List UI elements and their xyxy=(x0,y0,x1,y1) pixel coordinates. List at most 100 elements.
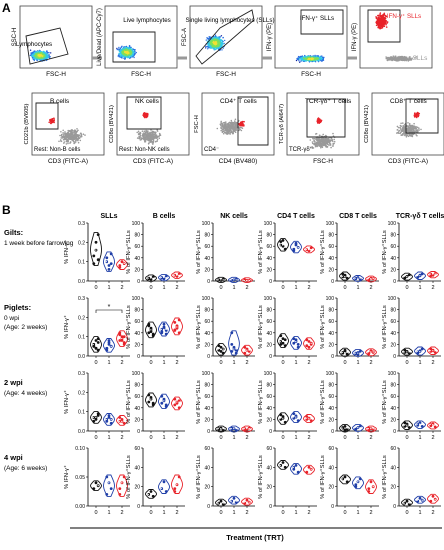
event-dot xyxy=(214,39,216,42)
x-axis-label: FSC-H xyxy=(301,71,321,78)
event-dot xyxy=(315,141,318,144)
event-dot xyxy=(229,130,232,132)
gate-label: Single living lymphocytes (SLLs) xyxy=(185,17,274,24)
event-dot xyxy=(213,38,216,40)
event-dot xyxy=(136,131,138,134)
event-dot xyxy=(322,144,325,147)
event-dot xyxy=(408,57,410,60)
event-dot xyxy=(50,52,52,54)
population-label: TCR-γδ⁻ xyxy=(289,147,313,153)
event-dot xyxy=(329,142,331,145)
gate-outline xyxy=(25,27,69,65)
event-dot xyxy=(218,38,221,40)
event-dot xyxy=(332,142,335,145)
event-dot xyxy=(154,131,156,134)
event-dot xyxy=(154,140,157,143)
event-dot xyxy=(143,136,146,138)
event-dot xyxy=(69,142,71,144)
event-dot xyxy=(377,17,380,20)
event-dot xyxy=(60,133,63,136)
gate-label: Lymphocytes xyxy=(16,41,52,48)
event-dot xyxy=(238,128,241,131)
event-dot xyxy=(35,54,38,57)
event-dot xyxy=(76,135,79,138)
event-dot xyxy=(36,51,38,53)
event-dot xyxy=(84,134,86,136)
event-dot xyxy=(320,142,323,145)
event-dot xyxy=(379,17,381,20)
event-dot xyxy=(233,129,236,132)
event-dot xyxy=(298,56,300,58)
gate-label: NK cells xyxy=(135,98,160,105)
event-dot xyxy=(118,49,121,51)
event-dot xyxy=(79,139,82,142)
event-dot xyxy=(317,121,319,123)
event-dot xyxy=(139,134,141,136)
event-dot xyxy=(49,56,51,58)
event-dot xyxy=(385,26,388,28)
x-axis-label: CD4 (BV480) xyxy=(219,158,258,165)
y-axis-label: SSC-H xyxy=(12,28,18,47)
event-dot xyxy=(234,118,237,121)
event-dot xyxy=(220,123,222,126)
event-dot xyxy=(300,59,302,61)
event-dot xyxy=(322,58,324,61)
event-dot xyxy=(127,55,130,58)
event-dot xyxy=(156,138,159,141)
event-dot xyxy=(320,58,322,60)
gating-plot-top-3: Single living lymphocytes (SLLs)FSC-AFSC… xyxy=(182,5,275,78)
y-axis-label: FSC-A xyxy=(182,28,188,46)
event-dot xyxy=(67,142,69,145)
event-dot xyxy=(70,130,73,133)
event-dot xyxy=(39,54,41,57)
event-dot xyxy=(33,57,36,59)
event-dot xyxy=(320,119,323,122)
event-dot xyxy=(121,55,123,57)
event-dot xyxy=(150,131,153,134)
event-dot xyxy=(216,39,218,42)
event-dot xyxy=(131,48,133,50)
event-dot xyxy=(379,20,381,23)
y-axis-label: FSC-H xyxy=(194,115,200,133)
event-dot xyxy=(125,51,127,53)
event-dot xyxy=(42,51,45,53)
event-dot xyxy=(313,143,316,146)
event-dot xyxy=(400,122,402,125)
event-dot xyxy=(144,140,147,143)
event-dot xyxy=(212,47,214,49)
event-dot xyxy=(47,56,49,58)
event-dot xyxy=(239,126,241,129)
event-dot xyxy=(130,50,132,52)
x-axis-label: FSC-H xyxy=(46,71,66,78)
event-dot xyxy=(211,39,214,42)
event-dot xyxy=(224,39,226,42)
event-dot xyxy=(214,34,217,36)
event-dot xyxy=(60,131,62,133)
event-dot xyxy=(38,59,40,61)
event-dot xyxy=(124,46,126,48)
event-dot xyxy=(324,143,326,146)
event-dot xyxy=(62,129,64,132)
event-dot xyxy=(322,138,324,140)
event-dot xyxy=(48,54,50,56)
event-dot xyxy=(152,137,154,140)
event-dot xyxy=(46,53,48,56)
event-dot xyxy=(296,57,298,60)
event-dot xyxy=(132,48,135,51)
event-dot xyxy=(128,52,130,55)
event-dot xyxy=(152,143,154,145)
event-dot xyxy=(310,58,313,61)
event-dot xyxy=(32,58,34,61)
event-dot xyxy=(61,136,64,139)
event-dot xyxy=(38,52,40,55)
event-dot xyxy=(65,137,68,139)
event-dot xyxy=(65,143,68,145)
event-dot xyxy=(64,138,66,141)
event-dot xyxy=(382,23,384,25)
panel-b-label: B xyxy=(2,203,11,217)
event-dot xyxy=(72,135,74,138)
event-dot xyxy=(300,55,303,58)
